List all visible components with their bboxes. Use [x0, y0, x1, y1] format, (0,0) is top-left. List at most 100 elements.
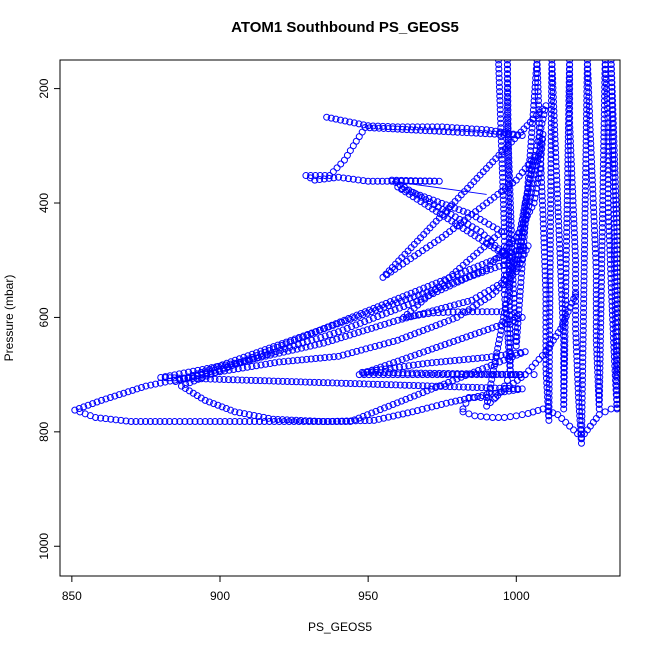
data-point: [297, 378, 305, 386]
data-point: [206, 375, 214, 383]
data-point: [572, 316, 580, 324]
data-point: [278, 416, 286, 424]
data-point: [351, 380, 359, 388]
data-point: [508, 244, 516, 252]
data-point: [431, 177, 439, 185]
data-point: [573, 348, 581, 356]
data-point: [398, 335, 406, 343]
data-point: [226, 418, 234, 426]
data-point: [613, 342, 620, 350]
data-point: [449, 308, 457, 316]
data-point: [563, 233, 571, 241]
data-point: [554, 199, 562, 207]
data-point: [541, 272, 549, 280]
data-point: [579, 354, 587, 362]
data-point: [522, 206, 530, 214]
data-point: [553, 185, 561, 193]
data-point: [517, 283, 525, 291]
data-point: [71, 406, 79, 414]
data-point: [459, 207, 467, 215]
data-point: [286, 343, 294, 351]
data-point: [554, 204, 562, 212]
data-point: [579, 372, 587, 380]
data-point: [449, 377, 457, 385]
data-point: [455, 206, 463, 214]
data-point: [488, 324, 496, 332]
data-point: [389, 300, 397, 308]
data-point: [500, 257, 508, 265]
data-point: [500, 242, 508, 250]
data-point: [578, 430, 586, 438]
data-point: [497, 124, 505, 132]
data-point: [597, 305, 605, 313]
data-point: [518, 385, 526, 393]
x-tick-label: 950: [358, 589, 378, 603]
data-point: [571, 233, 579, 241]
data-point: [474, 393, 482, 401]
data-point: [521, 348, 529, 356]
data-point: [394, 336, 402, 344]
data-point: [546, 335, 554, 343]
data-point: [540, 243, 548, 251]
data-point: [248, 363, 256, 371]
data-point: [487, 265, 495, 273]
data-point: [455, 300, 463, 308]
data-point: [499, 370, 507, 378]
data-point: [396, 304, 404, 312]
data-point: [288, 416, 296, 424]
data-point: [312, 355, 320, 363]
data-point: [325, 353, 333, 361]
data-point: [612, 210, 620, 218]
data-point: [542, 356, 550, 364]
data-point: [581, 182, 589, 190]
data-point: [532, 189, 540, 197]
data-point: [424, 308, 432, 316]
data-point: [588, 158, 596, 166]
data-point: [535, 124, 543, 132]
data-point: [586, 130, 594, 138]
data-point: [591, 236, 599, 244]
data-point: [570, 215, 578, 223]
data-point: [608, 88, 616, 96]
data-point: [395, 363, 403, 371]
data-point: [495, 60, 503, 64]
data-point: [466, 370, 474, 378]
data-point: [599, 165, 607, 173]
data-point: [592, 277, 600, 285]
data-point: [215, 375, 223, 383]
data-point: [567, 142, 575, 150]
data-point: [592, 327, 600, 335]
data-point: [553, 190, 561, 198]
data-point: [542, 351, 550, 359]
data-point: [413, 297, 421, 305]
data-point: [562, 260, 570, 268]
data-point: [263, 351, 271, 359]
data-point: [605, 232, 613, 240]
data-point: [394, 411, 402, 419]
data-point: [613, 237, 620, 245]
data-point: [531, 194, 539, 202]
data-point: [509, 262, 517, 270]
data-point: [598, 242, 606, 250]
data-point: [434, 198, 442, 206]
data-point: [483, 394, 491, 402]
data-point: [432, 382, 440, 390]
data-point: [523, 201, 531, 209]
data-point: [492, 394, 500, 402]
data-point: [556, 240, 564, 248]
data-point: [563, 237, 571, 245]
data-point: [566, 133, 574, 141]
data-point: [560, 405, 568, 413]
data-point: [572, 311, 580, 319]
data-point: [546, 326, 554, 334]
data-point: [185, 374, 193, 382]
data-point: [514, 315, 522, 323]
data-point: [365, 380, 373, 388]
data-point: [546, 232, 554, 240]
data-point: [525, 367, 533, 375]
data-point: [260, 413, 268, 421]
data-point: [405, 381, 413, 389]
data-point: [106, 394, 114, 402]
data-point: [534, 88, 542, 96]
data-point: [572, 265, 580, 273]
